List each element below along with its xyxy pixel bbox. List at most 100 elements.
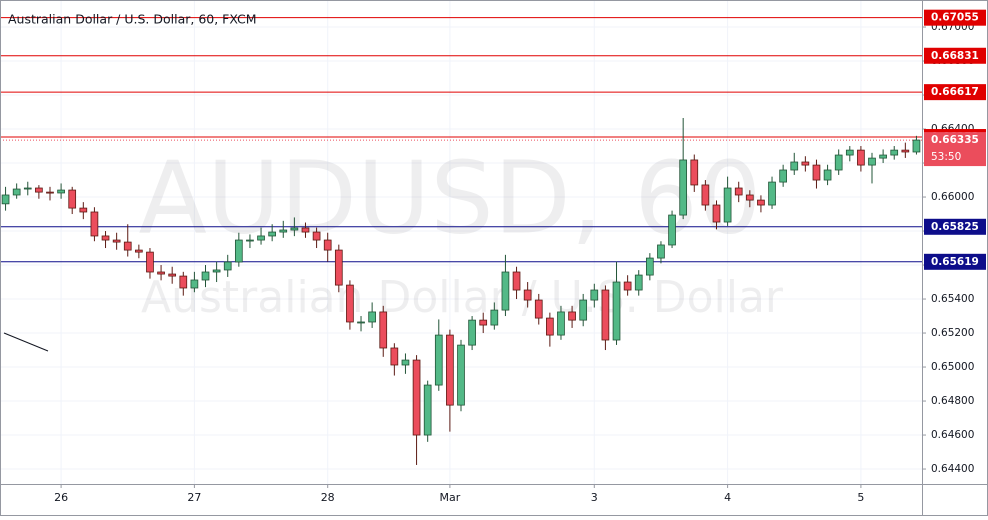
candle-body [512,271,521,291]
candle-body [123,241,132,251]
candle-body [723,187,732,223]
chart-title: Australian Dollar / U.S. Dollar, 60, FXC… [8,12,257,27]
candles [1,117,921,465]
watermark-subtitle: Australian Dollar / U.S. Dollar [141,272,784,323]
candle-body [745,194,754,201]
candle-body [434,334,443,386]
level-label: 0.65619 [931,256,979,268]
level-label-box [924,84,986,101]
candle-body [912,139,921,153]
candle-body [657,244,665,259]
level-label-box [924,253,986,270]
candle-body [634,274,643,291]
candle-body [168,273,177,277]
candle-body [712,204,721,223]
level-label-box [924,9,986,26]
candle-body [612,281,621,341]
candle-body [12,188,21,196]
level-label: 0.66831 [931,50,979,62]
x-tick-label: 5 [857,491,864,504]
candle-body [401,359,410,366]
candle-body [790,161,799,171]
candle-body [212,269,221,273]
candle-body [757,199,765,206]
candle-body [868,157,876,166]
grid [0,0,922,484]
candle-body [334,249,343,286]
level-label: 0.66617 [931,86,979,98]
candle-body [101,235,110,241]
current-price-box [924,132,986,167]
candle-body [468,319,476,346]
candle-body [90,211,99,237]
candle-body [190,279,199,289]
candle-body [679,159,688,216]
candle-body [523,289,532,301]
candle-body [157,271,165,275]
candle-body [579,299,588,321]
y-tick-label: 0.65400 [931,293,974,305]
x-tick-label: 27 [187,491,201,504]
candle-body [368,311,376,323]
y-tick-label: 0.67000 [931,21,974,33]
level-label: 0.65825 [931,221,979,233]
candle-body [312,231,321,241]
candle-body [79,207,88,213]
y-tick-label: 0.64800 [931,395,974,407]
candle-body [890,149,899,156]
candle-body [623,281,632,291]
candle-body [457,344,465,406]
candle-body [801,161,810,166]
candle-body [845,149,854,156]
x-tick-label: 4 [724,491,731,504]
candle-body [901,149,910,153]
candle-body [534,299,543,319]
candle-body [301,227,310,233]
candle-body [46,191,54,194]
candle-body [734,187,743,196]
y-tick-label: 0.64400 [931,463,974,475]
y-tick-label: 0.65000 [931,361,974,373]
candle-body [668,214,676,246]
candle-body [446,334,454,406]
candle-body [423,384,432,436]
candle-body [68,189,77,209]
candle-body [57,189,65,194]
y-tick-label: 0.64600 [931,429,974,441]
candle-body [645,257,654,276]
y-tick-label: 0.66000 [931,191,974,203]
candle-body [246,239,254,242]
candle-body [701,184,710,206]
countdown: 53:50 [931,151,961,163]
candle-body [201,271,210,281]
candle-body [1,194,10,205]
candle-body [257,235,265,241]
candle-body [179,275,188,289]
axes: 0.64400 0.64600 0.64800 0.65000 0.65200 0.654… [54,9,986,504]
candle-body [112,239,121,243]
level-label-box [924,218,986,235]
current-price-label: 0.66335 [931,134,979,146]
candle-body [568,311,576,321]
level-label: 0.67055 [931,12,979,24]
candle-body [768,181,776,206]
candle-body [546,317,554,336]
candle-body [223,261,232,271]
candle-body [490,309,499,326]
candle-body [135,249,143,253]
candle-body [690,159,699,186]
candle-body [557,311,565,336]
candle-body [823,169,832,181]
y-tick-label: 0.65200 [931,327,974,339]
candle-body [779,169,787,183]
x-tick-label: 3 [591,491,598,504]
candle-body [23,187,32,190]
trend-line [3,332,49,352]
candle-body [834,154,843,171]
candle-body [812,164,821,181]
candle-body [379,311,388,349]
candle-body [501,271,510,311]
